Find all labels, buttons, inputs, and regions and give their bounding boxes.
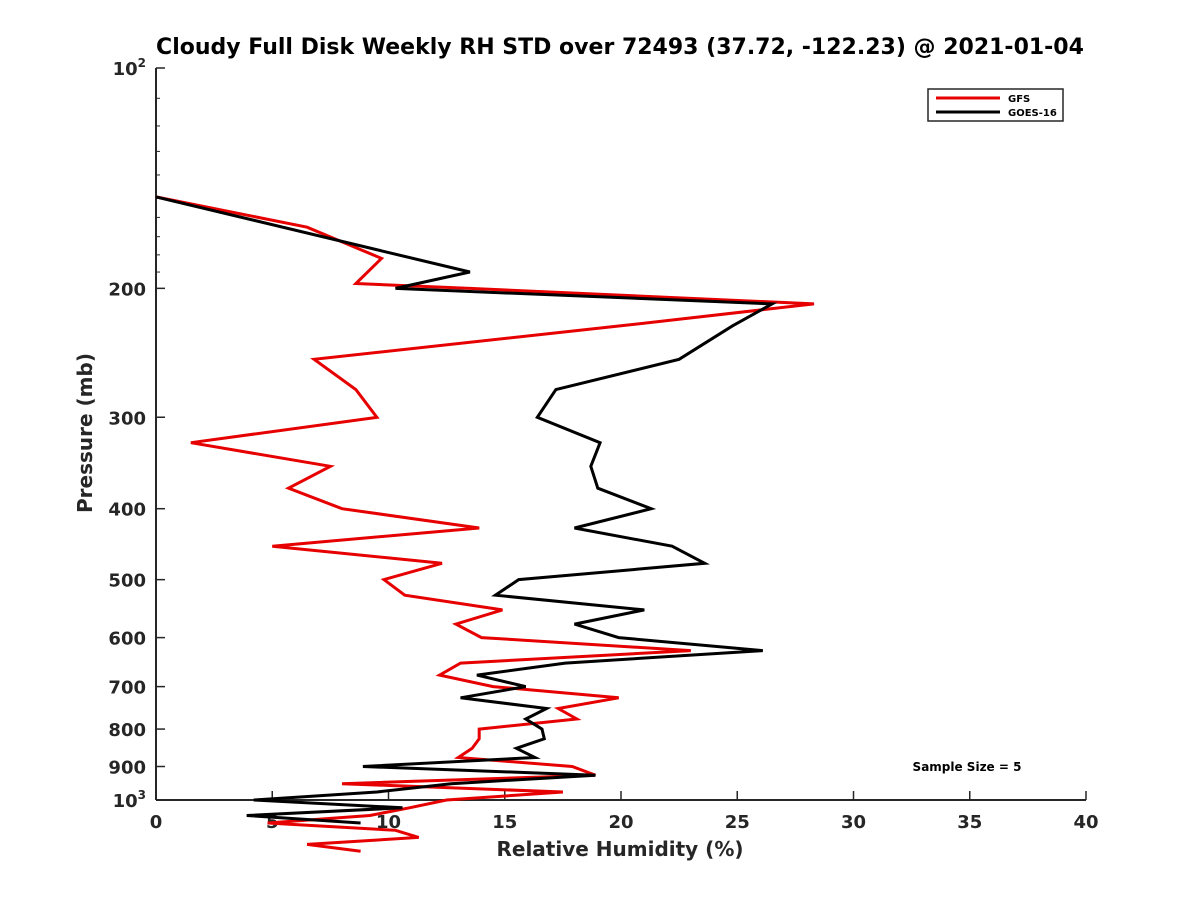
chart-title: Cloudy Full Disk Weekly RH STD over 7249… (156, 35, 1084, 60)
sample-size-annotation: Sample Size = 5 (913, 760, 1022, 774)
y-tick-label: 800 (108, 720, 146, 741)
x-tick-label: 30 (841, 812, 866, 833)
x-tick-label: 35 (957, 812, 982, 833)
x-tick-label: 0 (150, 812, 163, 833)
y-tick-label: 700 (108, 678, 146, 699)
x-tick-label: 40 (1073, 812, 1098, 833)
legend-label-gfs: GFS (1008, 94, 1030, 105)
x-tick-label: 20 (608, 812, 633, 833)
series-line-gfs (155, 195, 815, 853)
plot-frame (155, 68, 1086, 801)
y-tick-label: 500 (108, 571, 146, 592)
y-tick-label: 600 (108, 629, 146, 650)
x-tick-label: 25 (725, 812, 750, 833)
y-tick-label: 102 (113, 56, 146, 80)
y-tick-label: 900 (108, 758, 146, 779)
y-tick-label: 400 (108, 500, 146, 521)
series-line-goes-16 (155, 195, 778, 825)
y-tick-label: 103 (113, 788, 146, 812)
x-tick-label: 10 (376, 812, 401, 833)
x-axis-label: Relative Humidity (%) (496, 837, 743, 861)
legend: GFS GOES-16 (927, 88, 1064, 122)
y-axis-ticks: 102 200 300 400 500 600 700 800 900 103 (108, 56, 165, 812)
x-axis-ticks: 0 5 10 15 20 25 30 35 40 (150, 791, 1099, 833)
y-axis-label: Pressure (mb) (73, 353, 97, 513)
series-layer (155, 195, 815, 853)
y-tick-label: 200 (108, 279, 146, 300)
legend-label-goes-16: GOES-16 (1008, 108, 1057, 119)
y-tick-label: 300 (108, 408, 146, 429)
x-tick-label: 15 (492, 812, 517, 833)
legend-box (927, 88, 1064, 122)
